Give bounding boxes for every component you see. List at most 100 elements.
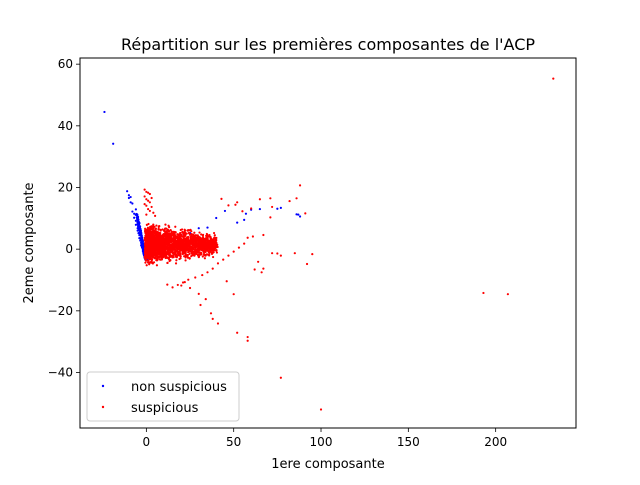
data-point-non-suspicious: [297, 213, 300, 216]
data-point-suspicious: [288, 199, 291, 203]
data-point-suspicious: [319, 408, 323, 411]
data-point-suspicious: [152, 237, 155, 240]
data-point-suspicious: [193, 254, 196, 257]
data-point-suspicious: [189, 249, 192, 252]
data-point-suspicious: [145, 259, 148, 262]
data-point-suspicious: [214, 242, 218, 246]
data-point-suspicious: [198, 231, 201, 234]
data-point-suspicious: [262, 233, 265, 237]
data-point-suspicious: [169, 251, 172, 254]
data-point-suspicious: [173, 253, 176, 256]
data-point-suspicious: [195, 252, 198, 256]
data-point-suspicious: [271, 252, 274, 255]
data-point-suspicious: [211, 255, 215, 259]
data-point-non-suspicious: [129, 201, 132, 204]
data-point-non-suspicious: [135, 216, 139, 219]
data-point-suspicious: [184, 256, 187, 259]
data-point-suspicious: [146, 228, 149, 231]
data-point-suspicious: [145, 223, 148, 226]
data-point-suspicious: [200, 233, 203, 236]
data-point-suspicious: [180, 246, 183, 249]
data-point-suspicious: [188, 248, 191, 251]
data-point-suspicious: [148, 201, 151, 204]
data-point-non-suspicious: [133, 212, 136, 215]
data-point-suspicious: [169, 228, 172, 232]
data-point-suspicious: [187, 245, 190, 248]
data-point-suspicious: [175, 249, 179, 252]
data-point-suspicious: [149, 227, 153, 230]
data-point-suspicious: [250, 207, 253, 210]
data-point-suspicious: [279, 376, 282, 379]
data-point-non-suspicious: [141, 245, 144, 248]
data-point-non-suspicious: [129, 195, 132, 199]
data-point-suspicious: [154, 227, 157, 230]
data-point-suspicious: [158, 225, 161, 228]
data-point-suspicious: [257, 260, 260, 263]
data-point-suspicious: [155, 252, 159, 255]
data-point-suspicious: [148, 192, 151, 196]
data-point-non-suspicious: [134, 208, 137, 211]
data-point-suspicious: [182, 245, 185, 248]
data-point-suspicious: [176, 236, 179, 240]
data-point-non-suspicious: [126, 190, 129, 193]
data-point-suspicious: [216, 262, 220, 265]
data-point-suspicious: [145, 264, 148, 267]
y-tick-label: 60: [58, 57, 73, 71]
data-point-suspicious: [174, 251, 177, 255]
data-point-non-suspicious: [140, 241, 143, 244]
x-tick-label: 100: [310, 435, 333, 449]
data-point-suspicious: [178, 234, 181, 238]
data-point-suspicious: [193, 250, 196, 253]
data-point-suspicious: [269, 216, 272, 219]
data-point-suspicious: [162, 233, 165, 236]
data-point-suspicious: [209, 312, 213, 315]
data-point-non-suspicious: [276, 207, 279, 210]
data-point-suspicious: [236, 201, 239, 204]
data-point-suspicious: [179, 241, 182, 245]
data-point-non-suspicious: [138, 225, 141, 228]
data-point-suspicious: [186, 242, 189, 245]
data-point-suspicious: [171, 286, 174, 289]
data-point-suspicious: [168, 259, 171, 263]
data-point-non-suspicious: [258, 207, 261, 211]
data-point-non-suspicious: [127, 196, 130, 200]
data-point-suspicious: [146, 238, 149, 242]
data-point-suspicious: [188, 245, 192, 248]
data-point-suspicious: [175, 259, 178, 262]
data-point-suspicious: [146, 254, 149, 257]
data-point-suspicious: [207, 242, 210, 245]
data-point-suspicious: [208, 254, 211, 257]
data-point-suspicious: [212, 238, 215, 241]
data-point-suspicious: [204, 241, 207, 244]
data-point-non-suspicious: [244, 212, 248, 215]
data-point-suspicious: [195, 251, 198, 254]
data-point-non-suspicious: [139, 238, 142, 241]
data-point-suspicious: [176, 283, 179, 287]
data-point-suspicious: [191, 239, 194, 242]
data-point-suspicious: [227, 254, 230, 257]
data-point-suspicious: [145, 190, 148, 193]
data-point-suspicious: [143, 188, 146, 191]
data-point-suspicious: [156, 238, 160, 241]
data-point-non-suspicious: [138, 228, 141, 231]
data-point-suspicious: [168, 239, 172, 243]
data-point-suspicious: [155, 246, 158, 249]
data-point-suspicious: [144, 256, 147, 260]
data-point-suspicious: [211, 243, 215, 246]
plot-frame: [79, 57, 577, 429]
data-point-non-suspicious: [134, 223, 137, 226]
data-point-suspicious: [187, 229, 190, 232]
data-point-suspicious: [161, 248, 164, 251]
data-point-suspicious: [143, 203, 146, 206]
data-point-suspicious: [204, 298, 207, 301]
data-point-suspicious: [170, 243, 173, 246]
data-point-suspicious: [237, 246, 241, 249]
legend: non suspicious suspicious: [86, 371, 240, 422]
data-point-suspicious: [201, 273, 204, 277]
data-point-suspicious: [179, 237, 183, 240]
data-point-suspicious: [186, 236, 189, 239]
data-point-suspicious: [159, 237, 162, 241]
data-point-suspicious: [184, 259, 187, 262]
data-point-suspicious: [144, 240, 148, 244]
